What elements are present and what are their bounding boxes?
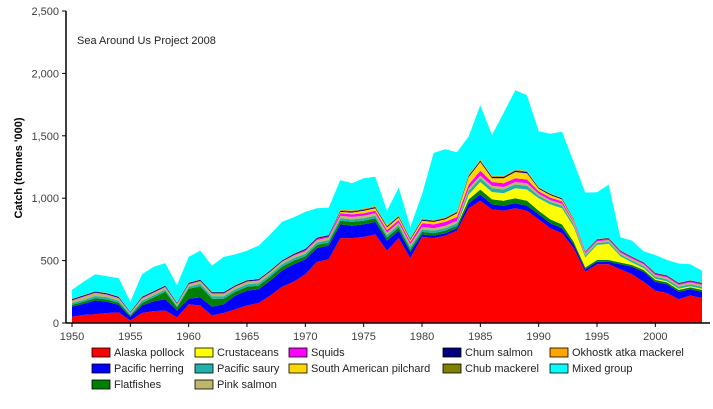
legend-item-pacific-herring: Pacific herring bbox=[91, 363, 184, 375]
y-tick-label: 1,000 bbox=[31, 193, 59, 205]
legend-swatch bbox=[288, 363, 308, 374]
x-tick-label: 2000 bbox=[643, 331, 667, 343]
legend-swatch bbox=[288, 347, 308, 358]
legend-label: South American pilchard bbox=[311, 363, 430, 375]
legend-item-mixed-group: Mixed group bbox=[549, 363, 633, 375]
legend-item-pink-salmon: Pink salmon bbox=[194, 379, 277, 391]
legend-label: Crustaceans bbox=[217, 347, 279, 359]
legend-swatch bbox=[442, 363, 462, 374]
legend-item-chub-mackerel: Chub mackerel bbox=[442, 363, 539, 375]
x-tick-label: 1985 bbox=[468, 331, 492, 343]
legend-label: Squids bbox=[311, 347, 345, 359]
x-ticks: 1950 1955 1960 1965 1970 1975 1980 1985 1990 1995… bbox=[60, 323, 668, 343]
y-tick-label: 500 bbox=[41, 256, 59, 268]
legend-swatch bbox=[194, 379, 214, 390]
legend-swatch bbox=[91, 363, 111, 374]
legend-swatch bbox=[194, 347, 214, 358]
legend-label: Mixed group bbox=[572, 363, 633, 375]
legend-item-south-american-pilchard: South American pilchard bbox=[288, 363, 430, 375]
y-tick-label: 0 bbox=[53, 318, 59, 330]
legend: Alaska pollock Pacific herring Flatfishes C… bbox=[91, 347, 684, 391]
x-tick-label: 1990 bbox=[526, 331, 550, 343]
legend-swatch bbox=[549, 347, 569, 358]
legend-item-crustaceans: Crustaceans bbox=[194, 347, 279, 359]
legend-swatch bbox=[549, 363, 569, 374]
source-annotation: Sea Around Us Project 2008 bbox=[77, 35, 216, 47]
legend-label: Pink salmon bbox=[217, 379, 277, 391]
legend-label: Flatfishes bbox=[114, 379, 162, 391]
legend-label: Alaska pollock bbox=[114, 347, 185, 359]
y-ticks: 0 500 1,000 1,500 2,000 2,500 bbox=[31, 6, 66, 330]
legend-label: Chub mackerel bbox=[465, 363, 539, 375]
legend-item-chum-salmon: Chum salmon bbox=[442, 347, 533, 359]
area-alaska-pollock bbox=[72, 200, 702, 323]
legend-label: Pacific herring bbox=[114, 363, 184, 375]
y-tick-label: 1,500 bbox=[31, 131, 59, 143]
area-mixed-group bbox=[72, 90, 702, 312]
legend-swatch bbox=[194, 363, 214, 374]
x-tick-label: 1960 bbox=[176, 331, 200, 343]
y-axis-title: Catch (tonnes '000) bbox=[13, 117, 25, 218]
legend-label: Pacific saury bbox=[217, 363, 280, 375]
x-tick-label: 1980 bbox=[410, 331, 434, 343]
legend-item-alaska-pollock: Alaska pollock bbox=[91, 347, 185, 359]
x-tick-label: 1975 bbox=[351, 331, 375, 343]
legend-item-flatfishes: Flatfishes bbox=[91, 379, 162, 391]
legend-swatch bbox=[91, 379, 111, 390]
x-tick-label: 1950 bbox=[60, 331, 84, 343]
legend-item-squids: Squids bbox=[288, 347, 345, 359]
legend-item-pacific-saury: Pacific saury bbox=[194, 363, 280, 375]
y-tick-label: 2,000 bbox=[31, 68, 59, 80]
legend-swatch bbox=[442, 347, 462, 358]
x-tick-label: 1995 bbox=[585, 331, 609, 343]
y-tick-label: 2,500 bbox=[31, 6, 59, 18]
legend-item-okhostk-atka-mackerel: Okhostk atka mackerel bbox=[549, 347, 684, 359]
x-tick-label: 1970 bbox=[293, 331, 317, 343]
legend-swatch bbox=[91, 347, 111, 358]
legend-label: Okhostk atka mackerel bbox=[572, 347, 684, 359]
axes: 0 500 1,000 1,500 2,000 2,500 1950 1955 1960 196… bbox=[31, 6, 710, 343]
area-layers bbox=[72, 90, 702, 323]
x-tick-label: 1965 bbox=[235, 331, 259, 343]
legend-label: Chum salmon bbox=[465, 347, 533, 359]
x-tick-label: 1955 bbox=[118, 331, 142, 343]
